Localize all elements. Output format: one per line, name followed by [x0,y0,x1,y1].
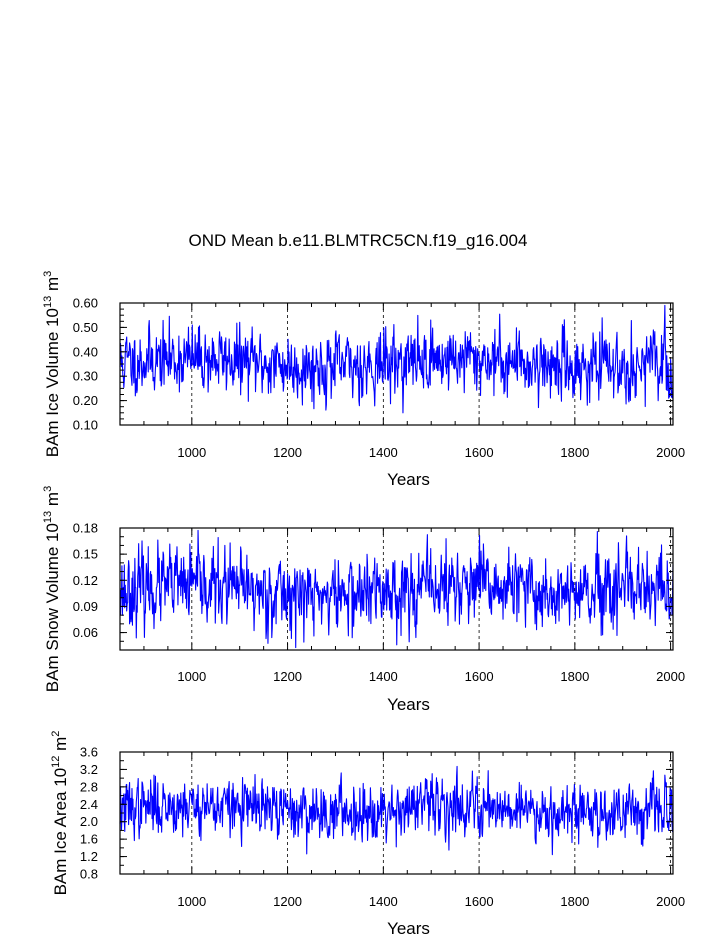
y-tick-label: 2.8 [80,779,98,794]
x-tick-label: 1200 [273,445,302,460]
y-tick-label: 0.18 [73,521,98,536]
x-tick-label: 1400 [369,894,398,909]
y-tick-label: 0.15 [73,547,98,562]
y-title-exponent: 12 [50,756,62,768]
panel-snow-volume: 1000 1200 1400 1600 1800 2000 0.06 0.09 0.12 0.15… [42,486,685,714]
x-tick-label: 1200 [273,894,302,909]
x-tick-label: 1000 [177,894,206,909]
x-tick-label: 1600 [465,445,494,460]
y-title-exponent: 13 [42,511,54,523]
x-tick-label: 1400 [369,669,398,684]
x-axis-title: Years [387,470,430,489]
y-tick-label: 3.6 [80,745,98,760]
y-tick-label: 0.06 [73,625,98,640]
y-title-unit: m [43,492,62,511]
y-tick-label: 1.6 [80,832,98,847]
data-series-line [119,765,674,856]
y-title-unit-exponent: 2 [50,731,62,737]
x-tick-label: 1200 [273,669,302,684]
x-tick-label: 2000 [656,445,685,460]
data-series-line [119,529,674,649]
y-axis-title: BAm Ice Area 1012 m2 [50,731,70,896]
y-tick-label: 0.10 [73,418,98,433]
y-title-text: BAm Snow Volume 10 [43,523,62,692]
x-tick-label: 1600 [465,669,494,684]
x-tick-label: 1800 [560,445,589,460]
y-tick-label: 0.60 [73,296,98,311]
y-title-unit: m [43,277,62,296]
y-tick-label: 1.2 [80,849,98,864]
panel-ice-volume: 1000 1200 1400 1600 1800 2000 0.10 0.20 0.30 0.40… [42,271,685,489]
y-tick-label: 0.8 [80,867,98,882]
x-tick-label: 1000 [177,445,206,460]
x-tick-label: 1600 [465,894,494,909]
y-tick-label: 0.30 [73,369,98,384]
y-tick-label: 3.2 [80,762,98,777]
panel-ice-area: 1000 1200 1400 1600 1800 2000 0.8 1.2 1.6 2.0 2.4 2… [50,731,685,935]
x-tick-label: 1800 [560,894,589,909]
y-title-text: BAm Ice Area 10 [51,768,70,896]
y-tick-label: 2.0 [80,814,98,829]
y-axis-title: BAm Ice Volume 1013 m3 [42,271,62,458]
x-tick-label: 2000 [656,894,685,909]
data-series-line [119,304,674,414]
x-tick-label: 2000 [656,669,685,684]
y-title-unit: m [51,737,70,756]
y-tick-label: 0.09 [73,599,98,614]
y-tick-label: 0.40 [73,344,98,359]
x-axis-title: Years [387,919,430,935]
y-title-exponent: 13 [42,296,54,308]
y-title-unit-exponent: 3 [42,271,54,277]
x-tick-label: 1800 [560,669,589,684]
y-tick-label: 2.4 [80,797,98,812]
y-tick-label: 0.20 [73,393,98,408]
y-title-text: BAm Ice Volume 10 [43,308,62,457]
x-tick-label: 1000 [177,669,206,684]
y-tick-label: 0.12 [73,573,98,588]
x-tick-label: 1400 [369,445,398,460]
y-axis-title: BAm Snow Volume 1013 m3 [42,486,62,692]
y-title-unit-exponent: 3 [42,486,54,492]
x-axis-title: Years [387,695,430,714]
y-tick-label: 0.50 [73,320,98,335]
figure-title: OND Mean b.e11.BLMTRC5CN.f19_g16.004 [189,231,528,250]
